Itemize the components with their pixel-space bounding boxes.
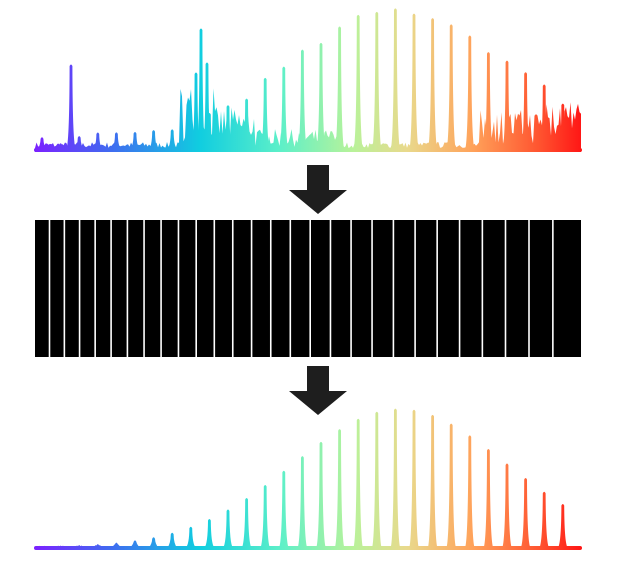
spectral-peak (334, 26, 345, 151)
spectral-peak (427, 18, 438, 150)
comb-peak (483, 448, 494, 548)
spectral-peak (167, 129, 178, 150)
spectral-peak (371, 11, 382, 150)
spectral-peak (502, 60, 512, 151)
comb-peak (353, 418, 364, 548)
spectral-peak (111, 132, 122, 150)
comb-peak (55, 545, 66, 548)
spectral-peak (409, 13, 419, 150)
spectral-peak (260, 77, 271, 150)
spectral-peak (241, 98, 252, 150)
spectral-peak (37, 137, 47, 150)
spectral-peak (297, 49, 308, 150)
spectral-peak (130, 131, 140, 150)
comb-peak (148, 537, 159, 548)
comb-peak (427, 414, 438, 548)
spectral-peak (74, 136, 85, 150)
comb-peak (185, 526, 196, 548)
spectral-peak (464, 35, 475, 150)
comb-peak (539, 491, 550, 548)
spectral-peak (316, 42, 326, 150)
spectral-peak (66, 64, 76, 150)
spectral-peak (539, 84, 550, 150)
filter-bank (35, 220, 581, 357)
spectral-peak (55, 143, 66, 150)
spectral-peak (483, 52, 494, 151)
comb-peak (464, 435, 475, 548)
comb-peak (92, 544, 103, 548)
comb-peak (557, 504, 568, 548)
comb-peak (37, 545, 47, 548)
comb-peak (111, 542, 122, 548)
spectral-peak (390, 8, 401, 151)
spectral-peak (223, 105, 233, 150)
spectral-peak (353, 14, 364, 150)
spectral-peak (557, 103, 568, 150)
spectral-peak (191, 72, 201, 150)
comb-peak (278, 470, 289, 548)
comb-peak (316, 441, 326, 548)
comb-peak (409, 409, 419, 548)
comb-peak (74, 545, 85, 548)
comb-peak (260, 484, 271, 548)
spectral-peak (520, 72, 531, 150)
spectral-peak (196, 28, 206, 150)
spectral-peak (148, 130, 159, 150)
comb-peak (446, 423, 457, 548)
comb-peak (334, 429, 345, 548)
filter-block (35, 220, 581, 357)
comb-peak (371, 411, 382, 548)
comb-peak (130, 540, 140, 548)
spectral-peak (92, 132, 103, 150)
spectral-peak (202, 62, 212, 150)
comb-peak (297, 456, 308, 548)
comb-peak (390, 408, 401, 548)
comb-peak (520, 478, 531, 548)
input-spectrum (34, 8, 582, 152)
comb-peak (502, 463, 512, 548)
arrow-down (289, 165, 347, 214)
comb-peak (167, 532, 178, 548)
comb-peak (241, 498, 252, 548)
output-spectrum (34, 408, 582, 550)
spectral-peak (446, 24, 457, 150)
comb-peak (223, 509, 233, 548)
comb-peak (204, 519, 215, 548)
spectral-peak (278, 66, 289, 150)
arrow-down (289, 366, 347, 415)
